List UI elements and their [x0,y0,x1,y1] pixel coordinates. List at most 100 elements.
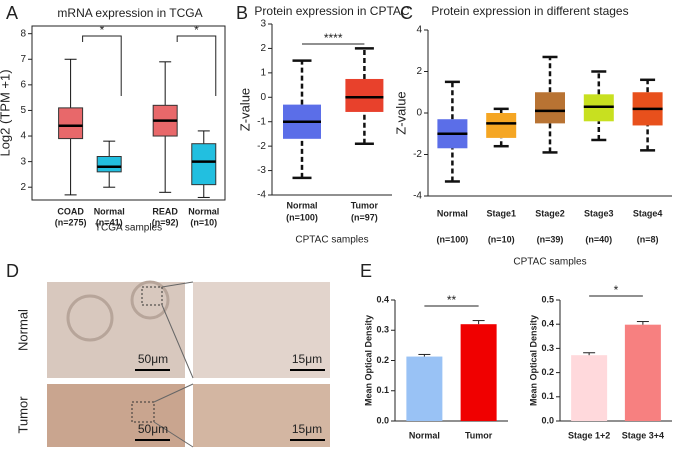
y-tick-label: 0.4 [376,294,389,304]
scale-bar-label: 50μm [138,352,168,366]
significance: **** [324,31,343,45]
y-axis-label: Z-value [237,88,252,131]
y-tick-label: 4 [20,131,26,142]
x-tick-label: Normal [437,208,468,218]
box [96,156,122,173]
panel-label: E [360,261,372,281]
x-tick-label: Stage 1+2 [568,430,610,440]
y-tick-label: 0.3 [376,325,389,335]
significance: * [614,283,619,297]
x-axis-label: CPTAC samples [513,257,586,268]
gland [130,280,170,320]
x-tick-note: (n=41) [96,217,123,227]
x-tick-label: COAD [57,206,84,216]
x-tick-label: Stage 3+4 [622,430,664,440]
zoom-line [161,304,194,379]
x-tick-label: READ [152,206,178,216]
scale-bar-label: 15μm [292,422,322,436]
zoom-box [131,401,155,423]
histology: Normal Tumor 50μm 15μm 50μm 15μm [15,280,330,448]
y-tick-label: 0.5 [541,294,554,304]
significance: ** [447,293,457,307]
x-tick-label: Stage2 [535,208,565,218]
zoom-line [161,281,194,288]
significance: * [100,23,105,37]
bar [571,355,608,421]
y-tick-label: -2 [413,149,422,160]
y-tick-label: 0.1 [376,385,389,395]
row-label: Normal [15,309,30,351]
y-tick-label: 0 [416,108,422,119]
zoom-line [153,383,194,403]
bar [460,324,497,421]
box [486,113,517,138]
box [58,107,84,140]
micrograph [193,282,330,378]
y-tick-label: 5 [20,105,26,116]
box [345,78,384,112]
x-tick-note: (n=100) [437,234,469,244]
y-axis-label: Log2 (TPM +1) [0,69,12,156]
box [535,92,565,124]
scale-bar-label: 50μm [138,422,168,436]
zoom-box [141,286,163,306]
chart-title: Protein expression in different stages [431,4,628,18]
panel-label: B [236,3,248,23]
x-tick-label: Normal [94,206,125,216]
x-tick-label: Tumor [351,200,379,210]
plot-frame [31,25,226,201]
x-tick-label: Tumor [465,430,493,440]
y-tick-label: -1 [257,116,266,127]
y-tick-label: 2 [20,182,26,193]
y-tick-label: 8 [20,28,26,39]
y-tick-label: 0 [260,92,266,103]
y-tick-label: -3 [257,165,266,176]
panel-label: C [400,3,413,23]
x-tick-note: (n=8) [637,234,659,244]
y-tick-label: 3 [260,19,266,30]
y-tick-label: 1 [260,67,266,78]
y-tick-label: 0.1 [541,391,554,401]
bracket [176,35,217,96]
chart-title: mRNA expression in TCGA [57,6,202,20]
y-tick-label: 0.0 [376,415,389,425]
y-tick-label: 0.2 [376,355,389,365]
y-tick-label: 0.4 [541,319,554,329]
y-tick-label: 6 [20,79,26,90]
x-tick-note: (n=39) [537,234,564,244]
panel-label: A [6,3,18,23]
y-tick-label: 3 [20,156,26,167]
x-tick-label: Normal [286,200,317,210]
panel-label: D [6,261,19,281]
x-tick-note: (n=10) [190,217,217,227]
significance: * [194,23,199,37]
x-tick-note: (n=275) [55,217,87,227]
y-tick-label: 0.3 [541,343,554,353]
micrograph [47,384,185,447]
x-tick-label: Normal [409,430,440,440]
scale-bar-label: 15μm [292,352,322,366]
x-tick-label: Normal [188,206,219,216]
bracket [82,35,122,96]
row-label: Tumor [15,396,30,434]
y-tick-label: -2 [257,141,266,152]
x-axis-label: CPTAC samples [295,235,368,246]
y-tick-label: 2 [416,66,422,77]
x-tick-note: (n=10) [488,234,515,244]
x-tick-label: Stage3 [584,208,614,218]
micrograph [193,384,330,447]
y-tick-label: 4 [416,25,422,36]
y-tick-label: -4 [257,190,266,201]
y-tick-label: 2 [260,43,266,54]
bar [624,324,661,421]
y-axis-label: Z-value [393,91,408,134]
x-tick-note: (n=40) [585,234,612,244]
zoom-line [153,421,194,448]
box [191,143,217,186]
y-tick-label: 0.0 [541,415,554,425]
y-tick-label: 0.2 [541,367,554,377]
x-tick-note: (n=100) [286,212,318,222]
y-tick-label: 7 [20,54,26,65]
x-tick-label: Stage4 [633,208,663,218]
